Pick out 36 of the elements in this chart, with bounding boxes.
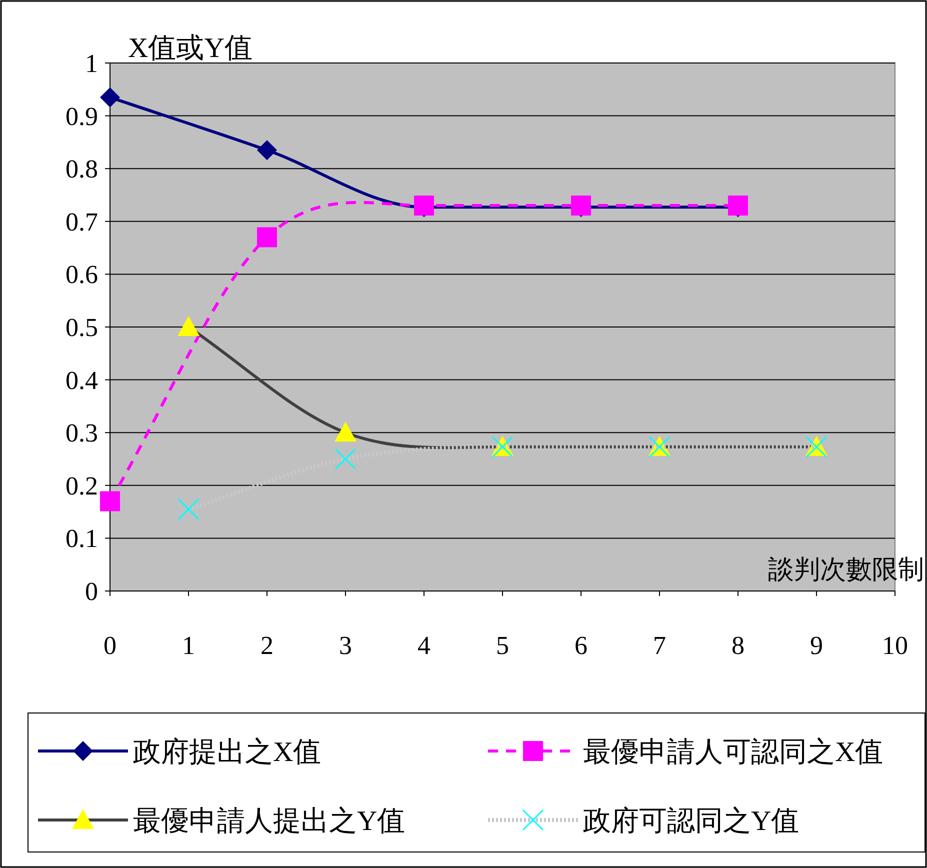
x-tick-label: 5 — [496, 631, 509, 660]
x-axis-title: 談判次數限制 — [768, 555, 924, 584]
legend-label: 最優申請人提出之Y值 — [133, 806, 406, 837]
legend-label: 最優申請人可認同之X值 — [583, 737, 884, 768]
y-tick-label: 0.8 — [66, 154, 98, 184]
x-tick-label: 6 — [574, 631, 588, 660]
y-tick-label: 1 — [85, 49, 98, 78]
y-tick-label: 0.1 — [66, 524, 98, 554]
y-axis-title: X值或Y值 — [128, 33, 252, 64]
point — [178, 316, 200, 336]
legend-label: 政府提出之X值 — [133, 737, 322, 768]
x-tick-label: 9 — [810, 631, 823, 660]
x-tick-label: 8 — [732, 631, 744, 660]
point — [257, 140, 277, 160]
point — [334, 422, 356, 442]
point — [100, 491, 120, 512]
x-tick-label: 4 — [418, 631, 430, 660]
legend-label: 政府可認同之Y值 — [583, 806, 800, 837]
x-tick-label: 10 — [882, 631, 908, 660]
x-tick-label: 3 — [339, 631, 352, 660]
y-tick-label: 0.9 — [66, 102, 98, 131]
y-tick-label: 0.4 — [66, 366, 98, 395]
x-tick-label: 2 — [260, 631, 274, 660]
y-tick-label: 0.2 — [66, 471, 98, 500]
point — [100, 87, 120, 108]
y-tick-label: 0.3 — [66, 418, 98, 448]
y-tick-label: 0 — [85, 577, 98, 606]
y-tick-label: 0.7 — [66, 207, 98, 236]
y-tick-label: 0.6 — [66, 260, 98, 290]
x-tick-label: 7 — [653, 631, 666, 660]
x-tick-label: 1 — [182, 631, 195, 660]
point — [257, 227, 277, 248]
x-tick-label: 0 — [104, 631, 116, 660]
point — [334, 448, 356, 470]
point — [178, 498, 200, 520]
y-tick-label: 0.5 — [66, 313, 98, 342]
